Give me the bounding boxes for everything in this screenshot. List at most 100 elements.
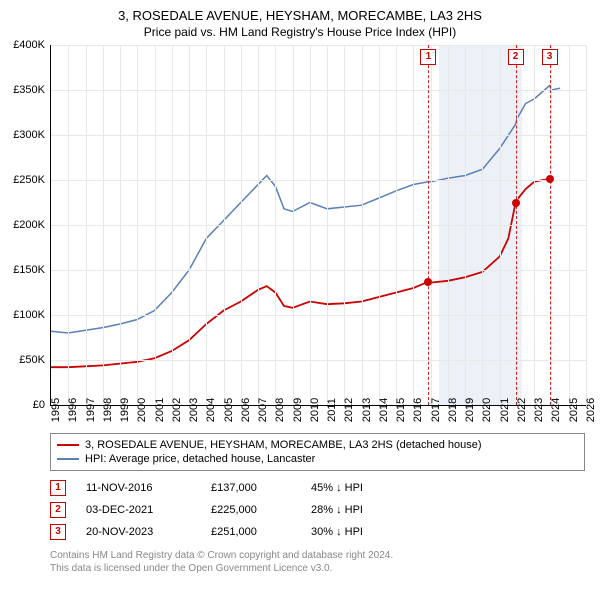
x-tick-label: 1997 — [85, 398, 97, 422]
x-tick-label: 2023 — [533, 398, 545, 422]
legend-swatch — [57, 444, 79, 446]
gridline-h — [51, 180, 586, 181]
x-tick-label: 2021 — [499, 398, 511, 422]
gridline-v — [172, 45, 173, 405]
gridline-h — [51, 135, 586, 136]
gridline-h — [51, 225, 586, 226]
sales-delta: 28% ↓ HPI — [311, 504, 411, 516]
x-tick-label: 2000 — [136, 398, 148, 422]
marker-line-1 — [428, 45, 429, 405]
gridline-v — [586, 45, 587, 405]
chart-area: 123 £0£50K£100K£150K£200K£250K£300K£350K… — [50, 45, 585, 425]
y-tick-label: £400K — [13, 39, 45, 51]
gridline-v — [293, 45, 294, 405]
sales-marker-1: 1 — [50, 480, 66, 496]
x-tick-label: 2013 — [361, 398, 373, 422]
x-tick-label: 1996 — [67, 398, 79, 422]
x-tick-label: 2015 — [395, 398, 407, 422]
gridline-v — [517, 45, 518, 405]
gridline-v — [258, 45, 259, 405]
gridline-v — [534, 45, 535, 405]
legend: 3, ROSEDALE AVENUE, HEYSHAM, MORECAMBE, … — [50, 433, 585, 471]
x-tick-label: 1998 — [102, 398, 114, 422]
x-tick-label: 2001 — [154, 398, 166, 422]
marker-box-3: 3 — [542, 49, 558, 65]
gridline-v — [120, 45, 121, 405]
sales-price: £251,000 — [211, 526, 291, 538]
y-tick-label: £250K — [13, 174, 45, 186]
marker-dot-3 — [546, 175, 554, 183]
sales-date: 03-DEC-2021 — [86, 504, 191, 516]
x-tick-label: 2010 — [309, 398, 321, 422]
y-tick-label: £350K — [13, 84, 45, 96]
gridline-v — [137, 45, 138, 405]
x-tick-label: 2003 — [188, 398, 200, 422]
sales-price: £225,000 — [211, 504, 291, 516]
gridline-v — [482, 45, 483, 405]
x-tick-label: 1999 — [119, 398, 131, 422]
attribution-footer: Contains HM Land Registry data © Crown c… — [50, 549, 585, 575]
y-tick-label: £100K — [13, 309, 45, 321]
x-tick-label: 2006 — [240, 398, 252, 422]
sales-row: 1 11-NOV-2016 £137,000 45% ↓ HPI — [50, 477, 585, 499]
gridline-h — [51, 315, 586, 316]
chart-subtitle: Price paid vs. HM Land Registry's House … — [0, 23, 600, 45]
sales-delta: 30% ↓ HPI — [311, 526, 411, 538]
x-tick-label: 2009 — [292, 398, 304, 422]
gridline-v — [241, 45, 242, 405]
gridline-v — [224, 45, 225, 405]
gridline-v — [413, 45, 414, 405]
sales-row: 320-NOV-2023£251,00030% ↓ HPI — [50, 521, 585, 543]
footer-line-2: This data is licensed under the Open Gov… — [50, 562, 585, 575]
gridline-v — [431, 45, 432, 405]
gridline-v — [569, 45, 570, 405]
legend-label: 3, ROSEDALE AVENUE, HEYSHAM, MORECAMBE, … — [85, 439, 482, 451]
chart-container: 3, ROSEDALE AVENUE, HEYSHAM, MORECAMBE, … — [0, 0, 600, 575]
y-tick-label: £0 — [33, 399, 45, 411]
marker-dot-1 — [424, 278, 432, 286]
x-tick-label: 2012 — [343, 398, 355, 422]
x-tick-label: 2025 — [568, 398, 580, 422]
gridline-v — [551, 45, 552, 405]
legend-row: HPI: Average price, detached house, Lanc… — [57, 452, 578, 466]
x-tick-label: 2014 — [378, 398, 390, 422]
x-tick-label: 2019 — [464, 398, 476, 422]
gridline-v — [86, 45, 87, 405]
gridline-h — [51, 360, 586, 361]
gridline-v — [362, 45, 363, 405]
x-tick-label: 2017 — [430, 398, 442, 422]
marker-line-3 — [550, 45, 551, 405]
sales-marker-3: 3 — [50, 524, 66, 540]
gridline-v — [275, 45, 276, 405]
x-tick-label: 2002 — [171, 398, 183, 422]
gridline-v — [206, 45, 207, 405]
chart-title: 3, ROSEDALE AVENUE, HEYSHAM, MORECAMBE, … — [0, 0, 600, 23]
sales-date: 11-NOV-2016 — [86, 482, 191, 494]
gridline-v — [310, 45, 311, 405]
sales-row: 2 03-DEC-2021 £225,000 28% ↓ HPI — [50, 499, 585, 521]
legend-row: 3, ROSEDALE AVENUE, HEYSHAM, MORECAMBE, … — [57, 438, 578, 452]
gridline-h — [51, 270, 586, 271]
x-tick-label: 2022 — [516, 398, 528, 422]
gridline-h — [51, 90, 586, 91]
x-tick-label: 2011 — [326, 398, 338, 422]
y-tick-label: £200K — [13, 219, 45, 231]
sales-delta: 45% ↓ HPI — [311, 482, 411, 494]
x-tick-label: 2024 — [550, 398, 562, 422]
x-tick-label: 2007 — [257, 398, 269, 422]
x-tick-label: 2005 — [223, 398, 235, 422]
sales-marker-2: 2 — [50, 502, 66, 518]
x-tick-label: 2020 — [481, 398, 493, 422]
gridline-v — [465, 45, 466, 405]
sales-table: 1 11-NOV-2016 £137,000 45% ↓ HPI 2 03-DEC-202… — [50, 477, 585, 543]
gridline-v — [379, 45, 380, 405]
x-tick-label: 2018 — [447, 398, 459, 422]
gridline-v — [344, 45, 345, 405]
sales-price: £137,000 — [211, 482, 291, 494]
gridline-v — [155, 45, 156, 405]
plot-region: 123 — [50, 45, 586, 406]
x-tick-label: 2008 — [274, 398, 286, 422]
footer-line-1: Contains HM Land Registry data © Crown c… — [50, 549, 585, 562]
gridline-v — [189, 45, 190, 405]
marker-line-2 — [516, 45, 517, 405]
